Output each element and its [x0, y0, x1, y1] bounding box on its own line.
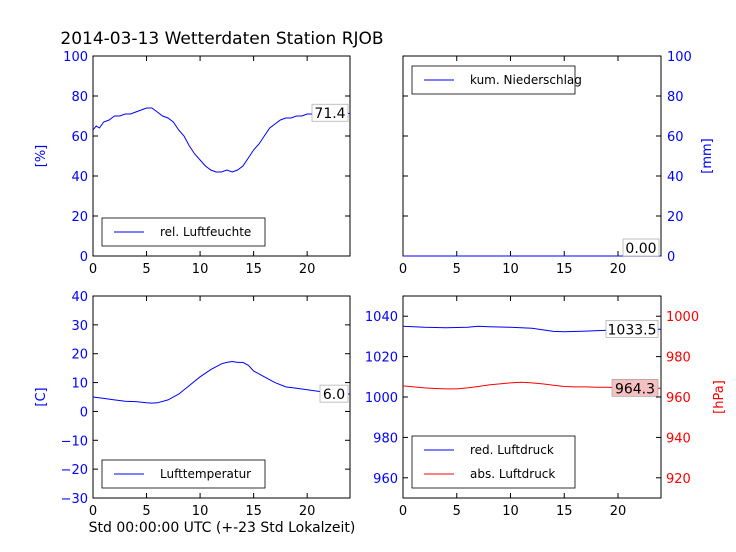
y-tick-label: −30	[61, 492, 88, 507]
legend-label: Lufttemperatur	[160, 467, 251, 481]
y-tick-label: 40	[71, 170, 88, 185]
latest-value-label: 71.4	[314, 106, 345, 122]
x-tick-label: 20	[299, 262, 316, 277]
y-tick-label-left: 980	[373, 431, 398, 446]
x-tick-label: 0	[399, 504, 407, 519]
x-tick-label: 5	[142, 504, 150, 519]
legend-label: red. Luftdruck	[470, 443, 554, 457]
x-tick-label: 20	[610, 504, 627, 519]
panel-bottom-right: 0 5 10 15 20 960 980 1000 1020 1040 920 940 960 980 10…	[365, 295, 727, 519]
y-axis-label: [%]	[34, 145, 49, 168]
legend-label: kum. Niederschlag	[470, 73, 582, 87]
latest-value-box	[319, 384, 349, 403]
y-tick-label-left: 1020	[365, 351, 398, 366]
y-tick-label-right: 1000	[666, 310, 699, 325]
latest-value-label: 6.0	[323, 387, 345, 403]
y-tick-label: 20	[667, 210, 684, 225]
y-tick-label-right: 920	[666, 472, 691, 487]
panel-top-left: 0 5 10 15 20 0 20 40 60 80 100 [%] 71.4 rel. Luftfeuc…	[34, 50, 351, 277]
x-tick-label: 15	[556, 262, 573, 277]
y-tick-label: 100	[63, 50, 88, 65]
latest-value-box	[611, 379, 659, 397]
latest-value-box	[605, 320, 659, 338]
y-tick-label: 10	[71, 377, 88, 392]
y-tick-label: 60	[71, 130, 88, 145]
series-line-rel--luftfeuchte	[92, 107, 351, 173]
y-tick-label-right: 940	[666, 431, 691, 446]
x-axis-label: Std 00:00:00 UTC (+-23 Std Lokalzeit)	[89, 520, 356, 536]
y-axis-label: [hPa]	[712, 380, 727, 414]
x-tick-label: 0	[89, 262, 97, 277]
latest-value-box	[311, 103, 349, 122]
x-tick-label: 0	[399, 262, 407, 277]
y-tick-label: 0	[667, 250, 675, 265]
latest-value-label: 1033.5	[608, 322, 657, 338]
x-tick-label: 10	[192, 504, 209, 519]
y-tick-label-left: 1040	[365, 310, 398, 325]
x-tick-label: 20	[299, 504, 316, 519]
y-tick-label: −10	[61, 434, 88, 449]
x-tick-label: 15	[245, 262, 262, 277]
y-axis-label: [C]	[34, 387, 49, 406]
y-tick-label: 80	[667, 90, 684, 105]
panel-bottom-left: 0 5 10 15 20 −30 −20 −10 0 10 20 30 40 [C] 6.0 Lufttemp…	[34, 290, 351, 519]
y-tick-label: 100	[667, 50, 692, 65]
x-tick-label: 5	[142, 262, 150, 277]
latest-value-label: 964.3	[615, 381, 655, 397]
y-tick-label: 20	[71, 348, 88, 363]
x-tick-label: 20	[610, 262, 627, 277]
y-tick-label-left: 1000	[365, 391, 398, 406]
y-tick-label: 40	[71, 290, 88, 305]
x-tick-label: 5	[453, 262, 461, 277]
latest-value-label: 0.00	[625, 241, 656, 257]
y-tick-label: 30	[71, 319, 88, 334]
y-tick-label-left: 960	[373, 472, 398, 487]
x-tick-label: 15	[556, 504, 573, 519]
y-tick-label-right: 960	[666, 391, 691, 406]
y-tick-label: 0	[80, 250, 88, 265]
legend-label: rel. Luftfeuchte	[160, 225, 251, 239]
x-tick-label: 10	[502, 262, 519, 277]
x-tick-label: 5	[453, 504, 461, 519]
y-tick-label: 0	[80, 405, 88, 420]
y-tick-label: 40	[667, 170, 684, 185]
series-line-lufttemperatur	[92, 360, 351, 404]
legend-label: abs. Luftdruck	[470, 467, 555, 481]
y-tick-label: 80	[71, 90, 88, 105]
y-tick-label-right: 980	[666, 351, 691, 366]
figure-title: 2014-03-13 Wetterdaten Station RJOB	[60, 29, 383, 49]
x-tick-label: 15	[245, 504, 262, 519]
y-tick-label: 20	[71, 210, 88, 225]
latest-value-box	[622, 238, 660, 257]
legend-box	[411, 435, 576, 489]
y-tick-label: 60	[667, 130, 684, 145]
y-tick-label: −20	[61, 463, 88, 478]
x-tick-label: 10	[192, 262, 209, 277]
x-tick-label: 0	[89, 504, 97, 519]
y-axis-label: [mm]	[700, 138, 715, 173]
panel-top-right: 0 5 10 15 20 0 20 40 60 80 100 [mm] 0.00 kum. Nieders…	[399, 50, 715, 277]
x-tick-label: 10	[502, 504, 519, 519]
